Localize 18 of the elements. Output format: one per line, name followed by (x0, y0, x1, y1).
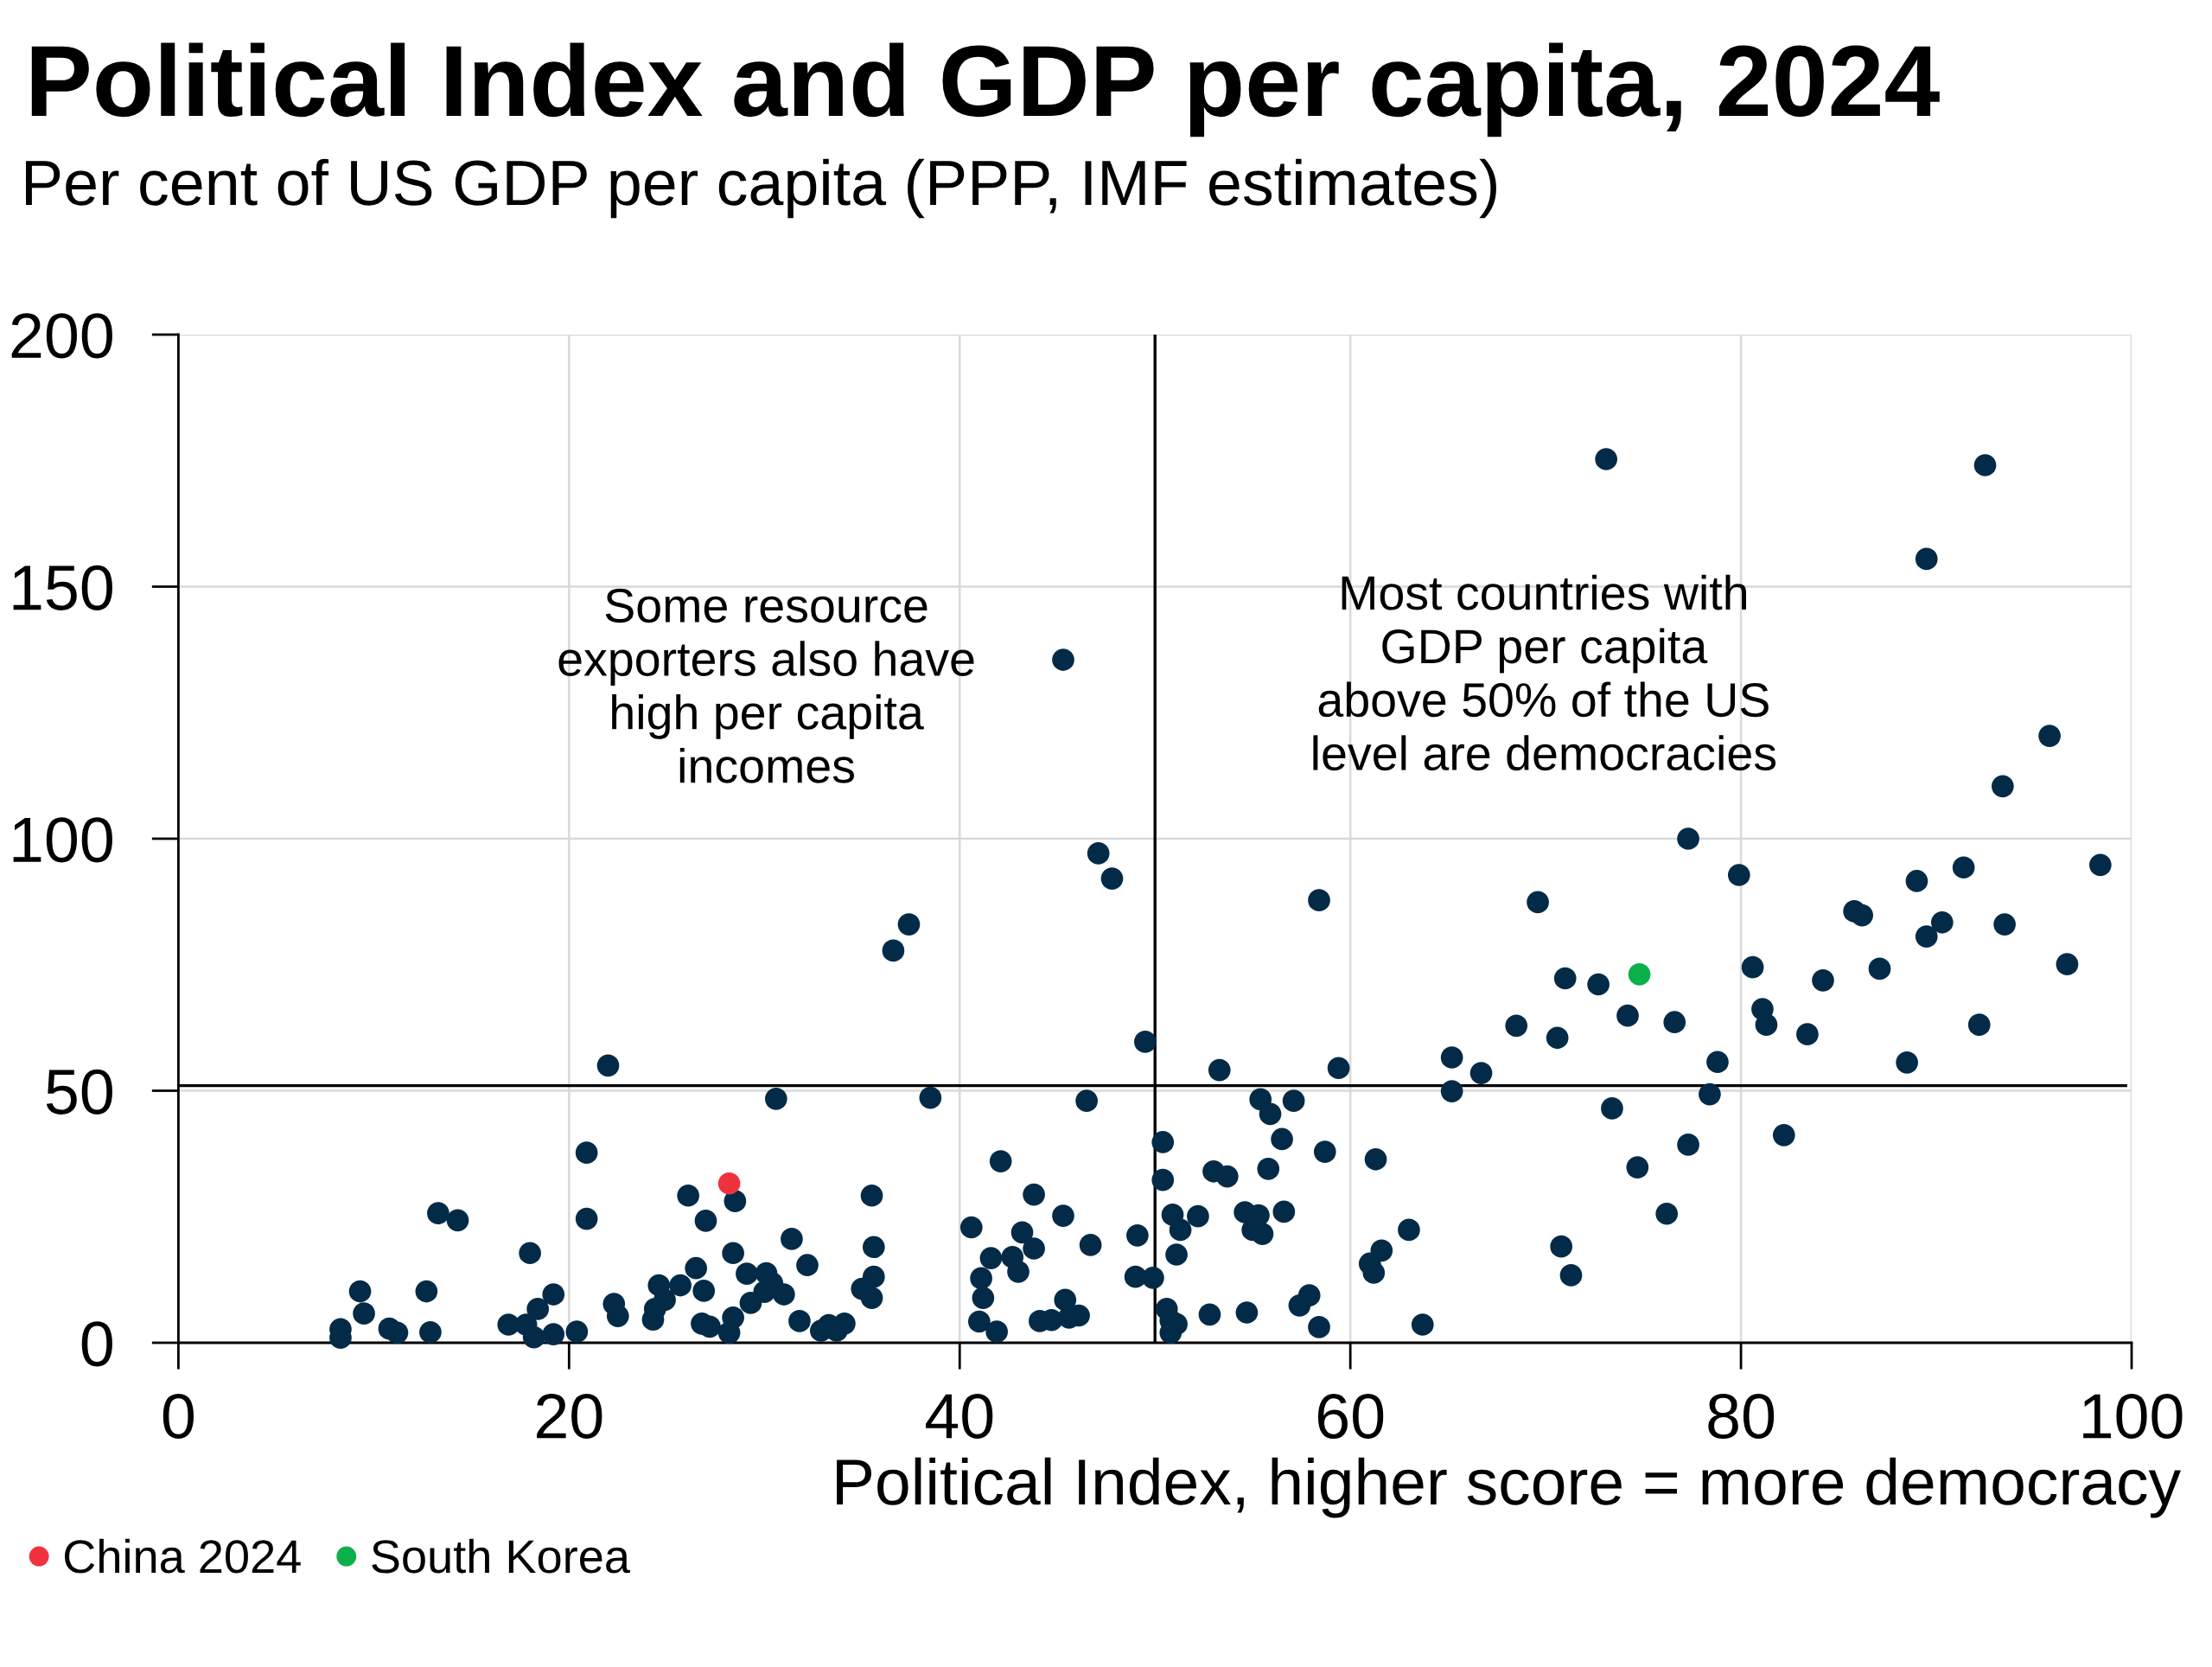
x-tick-label: 100 (2083, 1393, 2183, 1440)
x-tick-label: 0 (163, 1393, 194, 1440)
x-tick-label: 80 (1708, 1393, 1775, 1440)
x-tick-label: 60 (1317, 1393, 1384, 1440)
legend-label: South Korea (372, 1538, 630, 1574)
annotation: Some resource exporters also have high per capita incomes (558, 588, 974, 783)
annotation: Most countries with GDP per capita above 50% of the US level are democracies (1313, 574, 1776, 771)
chart-subtitle: Per cent of US GDP per capita (PPP, IMF estimates) (26, 158, 1496, 219)
legend-label: China 2024 (64, 1538, 301, 1574)
y-tick-label: 50 (46, 1069, 112, 1115)
y-tick-label: 100 (13, 817, 112, 863)
chart-title: Political Index and GDP per capita, 2024 (31, 42, 1940, 137)
y-tick-label: 200 (11, 313, 112, 359)
x-axis-title: Political Index, higher score = more democracy (837, 1457, 2181, 1518)
x-tick-label: 40 (926, 1393, 993, 1440)
x-tick-label: 20 (537, 1393, 602, 1440)
y-tick-label: 0 (81, 1321, 112, 1367)
y-tick-label: 150 (13, 565, 112, 610)
